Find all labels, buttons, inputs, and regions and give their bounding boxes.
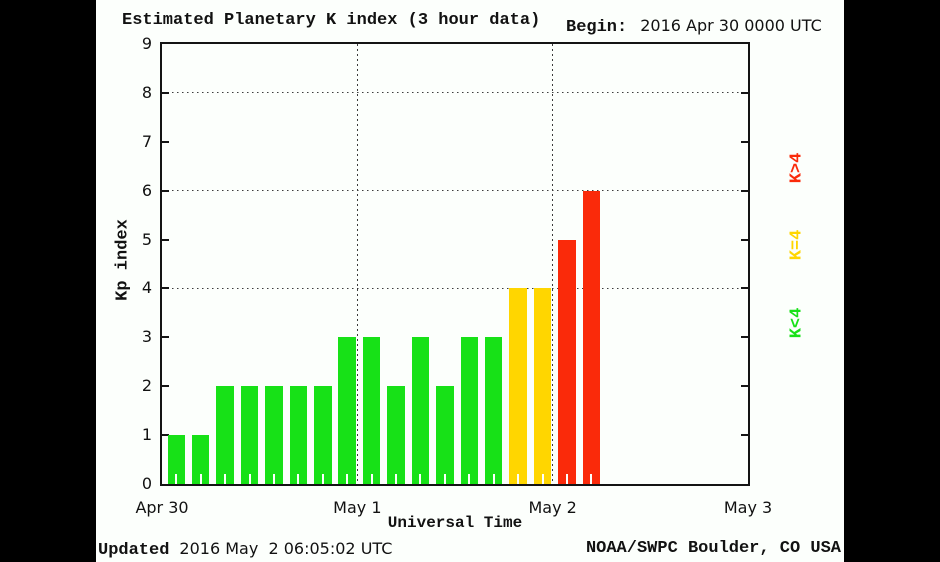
bar-notch (492, 474, 495, 484)
bar-notch (590, 474, 593, 484)
axis-tick-left (162, 91, 169, 94)
updated-row: Updated 2016 May 2 06:05:02 UTC (98, 539, 392, 560)
kp-bar (411, 337, 430, 484)
bar-notch (175, 474, 178, 484)
x-day-label: May 3 (723, 498, 773, 517)
axis-tick-left (162, 189, 169, 192)
bar-notch (443, 474, 446, 484)
kp-bar (558, 240, 576, 484)
bar-notch (248, 474, 251, 484)
updated-value: 2016 May 2 06:05:02 UTC (179, 539, 393, 558)
kp-bar (387, 386, 405, 484)
kp-bar (216, 386, 234, 484)
bar-notch (346, 474, 349, 484)
x-axis-title: Universal Time (387, 514, 523, 532)
kp-bar (314, 386, 332, 484)
y-tick-label: 2 (141, 376, 152, 396)
bar-notch (224, 474, 227, 484)
x-gridline (552, 44, 554, 484)
kp-bar (582, 191, 601, 484)
right-letterbox (844, 0, 940, 562)
x-day-label: May 2 (528, 498, 577, 517)
y-tick-label: 7 (141, 131, 152, 151)
kp-bar (362, 337, 381, 484)
y-tick-label: 9 (141, 34, 152, 53)
axis-tick-right (741, 189, 748, 192)
begin-label: Begin: (566, 18, 628, 37)
x-day-label: Apr 30 (135, 498, 189, 517)
bar-notch (565, 474, 568, 484)
bar-notch (517, 474, 520, 484)
axis-tick-left (162, 385, 169, 388)
axis-tick-left (162, 336, 169, 339)
chart-title: Estimated Planetary K index (3 hour data… (122, 11, 541, 30)
x-gridline (356, 44, 358, 484)
bar-notch (468, 474, 471, 484)
begin-row: Begin: 2016 Apr 30 0000 UTC (566, 16, 822, 37)
y-gridline (162, 92, 748, 94)
axis-tick-right (741, 238, 748, 241)
kp-bar (265, 386, 283, 484)
kp-bar (484, 337, 503, 484)
kp-bar (240, 386, 259, 484)
bar-notch (321, 474, 324, 484)
y-tick-label: 4 (141, 278, 152, 298)
kp-bar (509, 288, 527, 484)
bar-notch (395, 474, 397, 484)
axis-tick-left (162, 140, 169, 143)
left-letterbox (0, 0, 96, 562)
axis-tick-right (741, 287, 748, 290)
bar-notch (272, 474, 275, 484)
y-tick-label: 5 (141, 229, 152, 249)
y-tick-label: 8 (141, 82, 152, 102)
begin-value: 2016 Apr 30 0000 UTC (640, 16, 822, 35)
axis-tick-right (741, 91, 748, 94)
bar-notch (199, 474, 202, 484)
y-gridline (162, 287, 748, 289)
axis-tick-left (162, 287, 169, 290)
legend-entry: K>4 (787, 152, 807, 184)
kp-bar (460, 337, 478, 484)
x-day-label: May 1 (333, 498, 382, 517)
kp-bar (338, 337, 356, 484)
y-tick-label: 3 (141, 327, 152, 347)
y-tick-label: 6 (141, 180, 152, 200)
legend-entry: K=4 (787, 229, 807, 261)
kp-bar (436, 386, 454, 484)
kp-bar (289, 386, 308, 484)
axis-tick-right (741, 434, 748, 437)
y-tick-label: 0 (141, 474, 152, 493)
kp-bar (167, 435, 185, 484)
y-gridline (162, 190, 748, 192)
bar-notch (370, 474, 373, 484)
axis-tick-right (741, 140, 748, 143)
kp-chart: Estimated Planetary K index (3 hour data… (96, 0, 844, 562)
kp-bar (191, 435, 210, 484)
axis-tick-left (162, 238, 169, 241)
updated-label: Updated (98, 541, 170, 560)
bar-notch (541, 474, 544, 484)
axis-tick-right (741, 385, 748, 388)
legend-entry: K<4 (787, 307, 807, 339)
axis-tick-right (741, 336, 748, 339)
bar-notch (419, 474, 422, 484)
source-credit: NOAA/SWPC Boulder, CO USA (585, 539, 841, 558)
bar-notch (297, 474, 300, 484)
y-tick-label: 1 (141, 425, 152, 445)
kp-bar (533, 288, 552, 484)
plot-frame (160, 42, 750, 486)
axis-tick-left (162, 434, 169, 437)
